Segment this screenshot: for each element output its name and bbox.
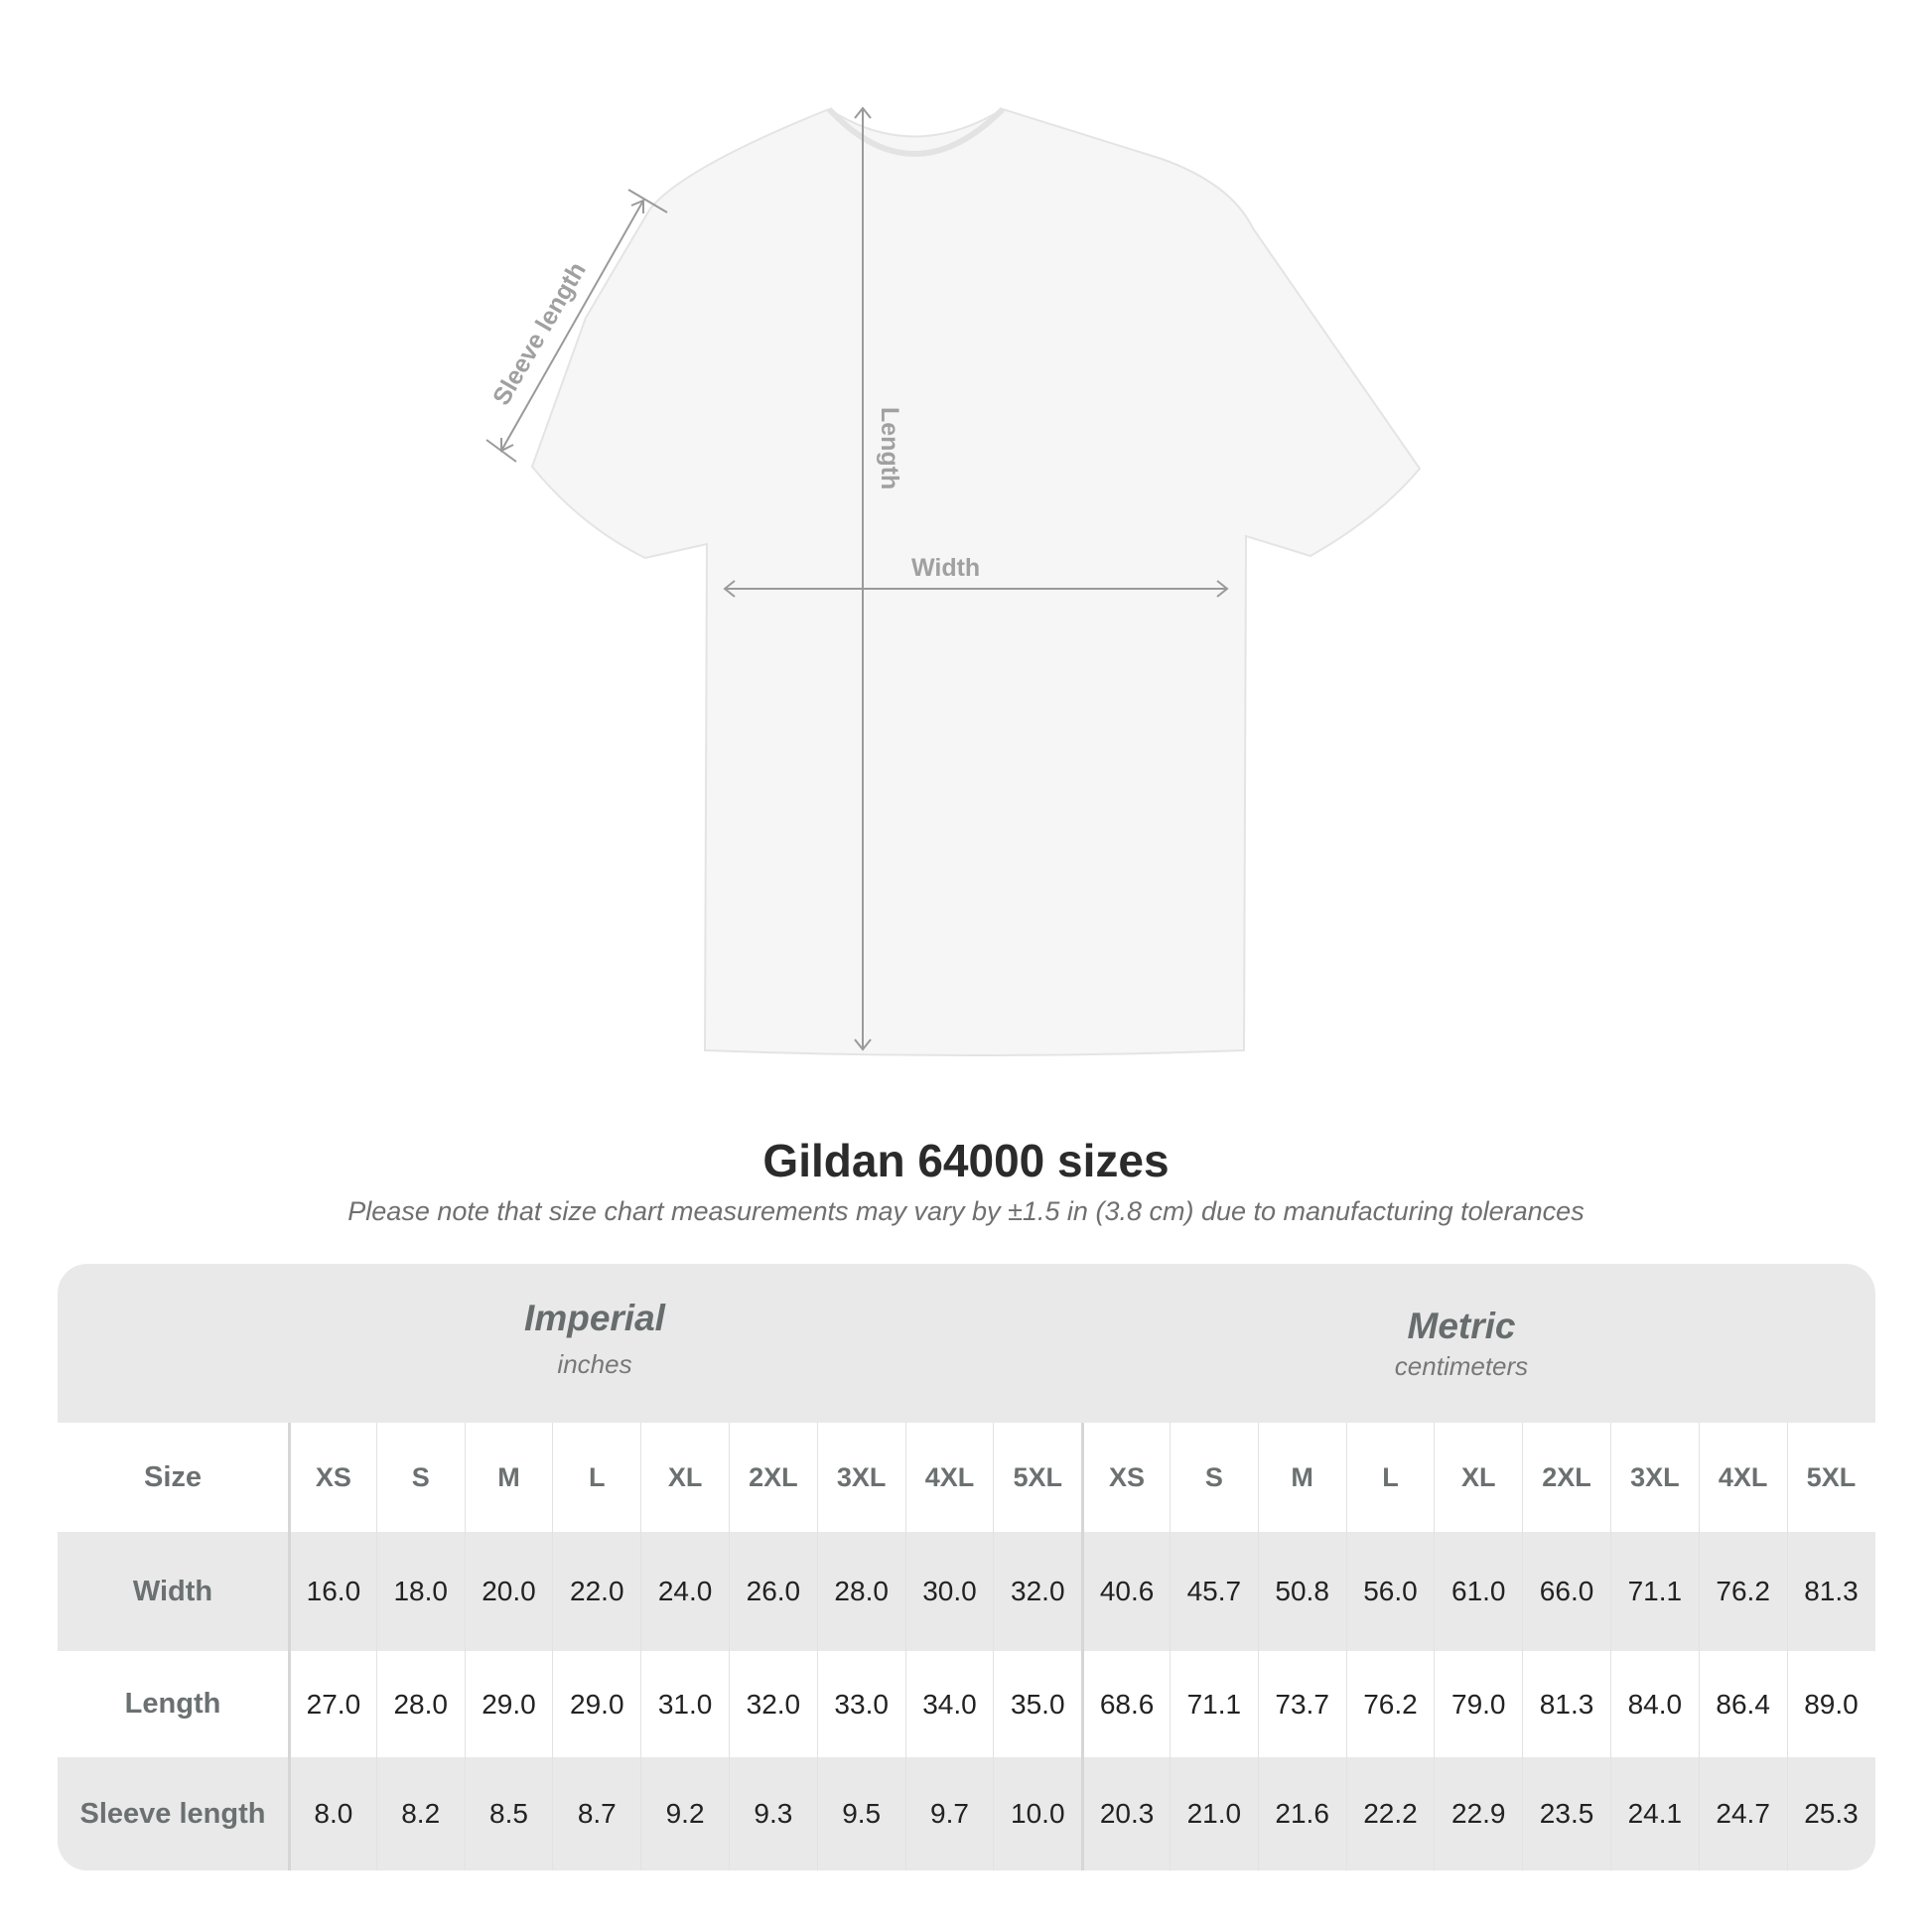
size-header-cell: L [1345,1423,1435,1532]
metric-header: Metric centimeters [1263,1306,1660,1382]
table-cell: 22.2 [1345,1757,1435,1870]
table-cell: 21.0 [1169,1757,1258,1870]
table-cell: 31.0 [640,1651,729,1757]
size-header-cell: XL [1434,1423,1522,1532]
size-header-cell: 3XL [1609,1423,1699,1532]
table-cell: 22.9 [1434,1757,1522,1870]
table-cell: 24.0 [640,1532,729,1651]
table-cell: 56.0 [1345,1532,1435,1651]
size-header-cell: 2XL [1522,1423,1610,1532]
table-cell: 50.8 [1257,1532,1346,1651]
size-header-label: Size [143,1460,203,1493]
table-row-sleeve-length: Sleeve length 8.0 8.2 8.5 8.7 9.2 9.3 9.5 9.7 10.… [58,1757,1875,1870]
table-cell: 20.0 [464,1532,553,1651]
table-cell: 76.2 [1698,1532,1787,1651]
table-cell: 34.0 [904,1651,994,1757]
page-title: Gildan 64000 sizes [762,1135,1170,1186]
imperial-unit: inches [557,1349,632,1379]
table-cell: 79.0 [1434,1651,1522,1757]
table-cell: 8.0 [288,1757,376,1870]
table-cell: 8.2 [375,1757,465,1870]
size-header-cell: 4XL [1698,1423,1787,1532]
table-cell: 81.3 [1522,1651,1610,1757]
table-cell: 26.0 [728,1532,817,1651]
table-row-width: Width 16.0 18.0 20.0 22.0 24.0 26.0 28.0 30.0 32.… [58,1532,1875,1651]
table-cell: 71.1 [1169,1651,1258,1757]
size-header-cell: XS [1081,1423,1170,1532]
size-header-cell: L [552,1423,640,1532]
size-header-cell: XL [640,1423,729,1532]
table-cell: 32.0 [993,1532,1081,1651]
table-cell: 73.7 [1257,1651,1346,1757]
width-label: Width [911,554,980,582]
table-cell: 18.0 [375,1532,465,1651]
size-header-cell: S [375,1423,465,1532]
row-label: Length [124,1688,221,1720]
imperial-title: Imperial [524,1298,665,1338]
table-cell: 35.0 [993,1651,1081,1757]
table-cell: 89.0 [1786,1651,1875,1757]
metric-unit: centimeters [1394,1351,1529,1381]
table-cell: 29.0 [464,1651,553,1757]
size-header-cell: M [464,1423,553,1532]
table-cell: 84.0 [1609,1651,1699,1757]
length-label: Length [876,407,903,489]
table-cell: 9.5 [816,1757,905,1870]
metric-title: Metric [1407,1306,1516,1346]
table-cell: 9.3 [728,1757,817,1870]
table-cell: 30.0 [904,1532,994,1651]
table-cell: 8.7 [552,1757,640,1870]
size-header-cell: 3XL [816,1423,905,1532]
table-cell: 86.4 [1698,1651,1787,1757]
size-header-cell: 5XL [1786,1423,1875,1532]
table-cell: 29.0 [552,1651,640,1757]
tshirt-diagram: Sleeve length Length Width [485,106,1422,1056]
table-cell: 66.0 [1522,1532,1610,1651]
table-cell: 23.5 [1522,1757,1610,1870]
table-cell: 28.0 [816,1532,905,1651]
size-header-cell: S [1169,1423,1258,1532]
table-cell: 32.0 [728,1651,817,1757]
table-cell: 22.0 [552,1532,640,1651]
table-cell: 40.6 [1081,1532,1170,1651]
size-header-cell: 4XL [904,1423,994,1532]
table-cell: 9.2 [640,1757,729,1870]
size-header-cell: XS [288,1423,376,1532]
table-cell: 20.3 [1081,1757,1170,1870]
row-label: Width [132,1575,213,1607]
table-cell: 10.0 [993,1757,1081,1870]
table-cell: 9.7 [904,1757,994,1870]
table-cell: 24.1 [1609,1757,1699,1870]
table-cell: 16.0 [288,1532,376,1651]
table-cell: 33.0 [816,1651,905,1757]
table-cell: 61.0 [1434,1532,1522,1651]
table-cell: 27.0 [288,1651,376,1757]
tolerance-note: Please note that size chart measurements… [347,1196,1585,1226]
row-label: Sleeve length [79,1797,266,1830]
measure-lines [485,106,1229,1051]
table-cell: 68.6 [1081,1651,1170,1757]
table-cell: 28.0 [375,1651,465,1757]
table-cell: 45.7 [1169,1532,1258,1651]
table-cell: 25.3 [1786,1757,1875,1870]
table-cell: 24.7 [1698,1757,1787,1870]
table-cell: 81.3 [1786,1532,1875,1651]
size-table: Imperial inches Metric centimeters Size X… [58,1264,1875,1870]
size-header-cell: 5XL [993,1423,1081,1532]
table-cell: 71.1 [1609,1532,1699,1651]
size-header-cell: 2XL [728,1423,817,1532]
imperial-header: Imperial inches [396,1298,793,1380]
size-header-cell: M [1257,1423,1346,1532]
table-cell: 76.2 [1345,1651,1435,1757]
table-cell: 21.6 [1257,1757,1346,1870]
table-row-length: Length 27.0 28.0 29.0 29.0 31.0 32.0 33.0 34.0 35… [58,1651,1875,1757]
size-row: Size XS S M L XL 2XL 3XL 4XL 5XL XS S M L XL 2XL 3XL 4XL 5… [58,1423,1875,1532]
tshirt-image [530,107,1422,1056]
table-cell: 8.5 [464,1757,553,1870]
